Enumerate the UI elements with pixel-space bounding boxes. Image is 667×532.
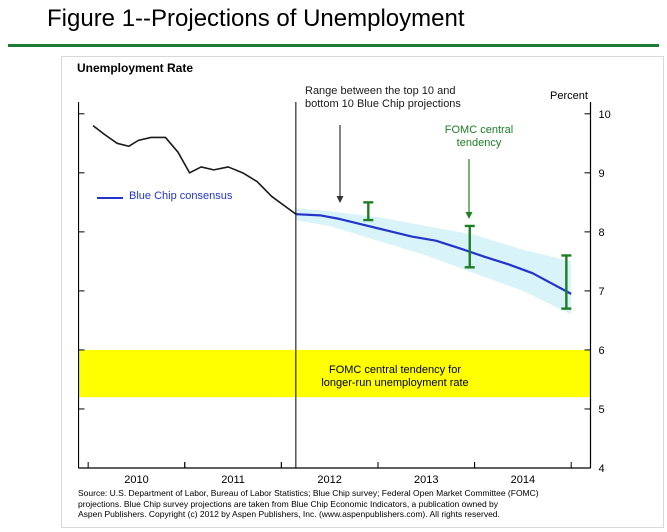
- y-tick-label: 5: [599, 404, 605, 416]
- source-line-2: projections. Blue Chip survey projection…: [78, 498, 499, 509]
- fomc-annotation-arrow-head: [465, 212, 473, 219]
- legend-line-swatch: [97, 197, 123, 199]
- y-tick-label: 6: [599, 345, 605, 357]
- blue-chip-consensus-line: [295, 213, 572, 295]
- x-tick-label: 2012: [317, 474, 341, 486]
- source-line-1: Source: U.S. Department of Labor, Bureau…: [78, 488, 539, 498]
- figure-title: Figure 1--Projections of Unemployment: [47, 5, 465, 32]
- y-tick-label: 9: [599, 168, 605, 180]
- y-tick-label: 7: [599, 286, 605, 298]
- fomc-annotation: FOMC central tendency: [444, 124, 514, 149]
- chart-panel: [61, 56, 664, 528]
- range-annotation-arrow-head: [336, 196, 344, 203]
- y-tick-label: 4: [599, 463, 605, 475]
- source-note: Source: U.S. Department of Labor, Bureau…: [78, 488, 603, 520]
- blue-chip-range-band: [295, 208, 572, 315]
- x-tick-label: 2014: [511, 474, 535, 486]
- source-line-3: Aspen Publishers. Copyright (c) 2012 by …: [78, 509, 500, 519]
- y-tick-label: 8: [599, 227, 605, 239]
- legend-label: Blue Chip consensus: [129, 190, 233, 202]
- longer-run-band-label: FOMC central tendency for longer-run une…: [321, 364, 469, 389]
- range-annotation: Range between the top 10 and bottom 10 B…: [305, 85, 461, 110]
- x-tick-label: 2011: [221, 474, 245, 486]
- title-rule: [8, 44, 659, 47]
- y-tick-label: 10: [599, 109, 611, 121]
- y-axis-unit-label: Percent: [550, 90, 588, 102]
- chart-heading: Unemployment Rate: [77, 61, 194, 75]
- plot-svg: 4 5 6 7 8 9 10 2010 2011 2012 2013 2014: [78, 102, 611, 486]
- longer-run-band: [78, 349, 591, 398]
- x-tick-label: 2010: [124, 474, 148, 486]
- x-tick-label: 2013: [414, 474, 438, 486]
- actual-unemployment-line: [92, 124, 297, 215]
